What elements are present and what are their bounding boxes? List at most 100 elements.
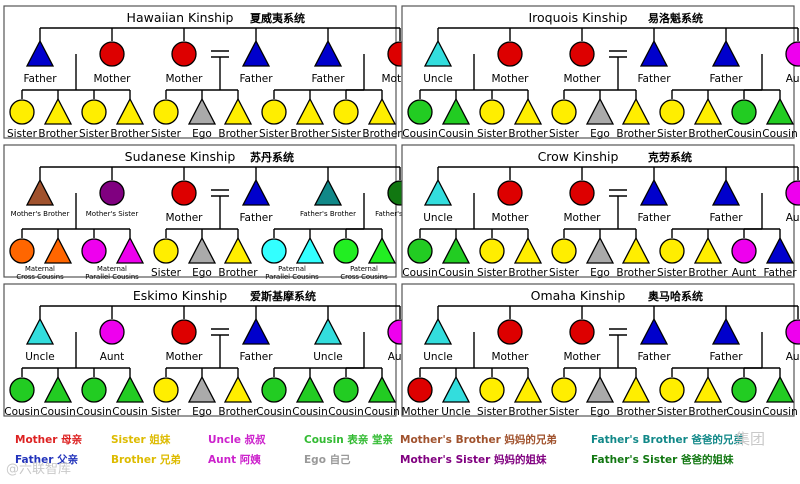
child-circle [551,238,577,264]
child-circle [731,377,757,403]
legend-fathers-brother-en: Father's Brother [591,434,688,446]
child-triangle [367,375,397,403]
child-circle [261,238,287,264]
parent-circle [785,319,800,345]
child-triangle [295,375,325,403]
group-label: Paternal [350,265,378,273]
panel-title: Omaha Kinship [531,288,626,303]
child-triangle [295,236,325,264]
child-label: Brother [688,267,728,279]
child-triangle [187,236,217,264]
panel-title-cn: 易洛魁系统 [648,11,703,25]
child-label: Cousin [76,406,111,418]
child-circle [9,377,35,403]
legend-father-en: Father [15,454,54,466]
parent-triangle [639,178,669,206]
child-circle [551,99,577,125]
child-triangle [513,97,543,125]
panel-title-cn: 奥马哈系统 [647,289,703,303]
child-label: Cousin [364,406,399,418]
panel-iroquois-kinship: Iroquois Kinship 易洛魁系统 Uncle Mother Mother Fa… [401,5,800,140]
legend-fathers-sister-cn: 爸爸的姐妹 [680,454,734,466]
child-label: Sister [151,267,182,279]
child-triangle [43,236,73,264]
legend-ego: Ego 自己 [304,452,351,467]
group-label: Parallel Cousins [265,273,319,281]
parent-circle [171,41,197,67]
child-label: Brother [688,406,728,418]
child-circle [153,377,179,403]
parent-label: Mother [491,73,529,85]
child-circle [407,238,433,264]
child-triangle [441,375,471,403]
group-label: Cross Cousins [340,273,388,281]
parent-label: Father [239,351,273,363]
parent-triangle [313,178,343,206]
legend-uncle-cn: 叔叔 [244,434,266,446]
parent-circle [569,180,595,206]
child-circle [81,99,107,125]
parent-label: Mother [165,212,203,224]
legend-father: Father 父亲 [15,452,78,467]
child-triangle [621,97,651,125]
child-label: Sister [151,406,182,418]
child-circle [81,238,107,264]
legend-brother: Brother 兄弟 [111,452,181,467]
child-triangle [441,97,471,125]
child-label: Cousin [402,267,437,279]
child-triangle [187,97,217,125]
child-circle [407,377,433,403]
parent-triangle [25,178,55,206]
parent-label: Uncle [313,351,343,363]
legend-mothers-sister-en: Mother's Sister [400,454,491,466]
legend-mothers-sister-cn: 妈妈的姐妹 [493,454,547,466]
parent-circle [497,180,523,206]
child-triangle [223,375,253,403]
parent-label: Mother [165,351,203,363]
parent-label: Father [709,73,743,85]
child-label: Sister [7,128,38,140]
child-triangle [513,236,543,264]
parent-label: Mother [563,212,601,224]
child-triangle [621,236,651,264]
child-circle [659,377,685,403]
child-circle [407,99,433,125]
parent-triangle [423,39,453,67]
child-label: Ego [590,406,610,418]
child-triangle [585,236,615,264]
parent-circle [171,180,197,206]
child-label: Ego [590,128,610,140]
child-label: Sister [79,128,110,140]
child-circle [81,377,107,403]
parent-label: Father [637,212,671,224]
parent-label: Father [709,351,743,363]
child-label: Uncle [441,406,471,418]
child-label: Cousin [112,406,147,418]
child-triangle [223,97,253,125]
parent-label: Aunt [100,351,125,363]
child-triangle [693,97,723,125]
child-label: Brother [38,128,78,140]
parent-label: Uncle [25,351,55,363]
child-label: Brother [110,128,150,140]
child-triangle [765,97,795,125]
child-circle [9,99,35,125]
child-label: Cousin [762,406,797,418]
legend-mothers-brother-en: Mother's Brother [400,434,501,446]
panel-title: Crow Kinship [538,149,619,164]
parent-label: Aunt [786,212,800,224]
legend-sister-cn: 姐妹 [149,434,171,446]
child-label: Ego [192,128,212,140]
child-circle [731,99,757,125]
child-label: Cousin [4,406,39,418]
legend-ego-en: Ego [304,454,326,466]
panel-title: Iroquois Kinship [528,10,627,25]
parent-triangle [423,178,453,206]
child-label: Sister [549,406,580,418]
child-label: Sister [657,128,688,140]
parent-circle [497,41,523,67]
child-label: Father [763,267,797,279]
parent-label: Mother's Sister [86,210,139,218]
child-triangle [295,97,325,125]
parent-triangle [711,39,741,67]
